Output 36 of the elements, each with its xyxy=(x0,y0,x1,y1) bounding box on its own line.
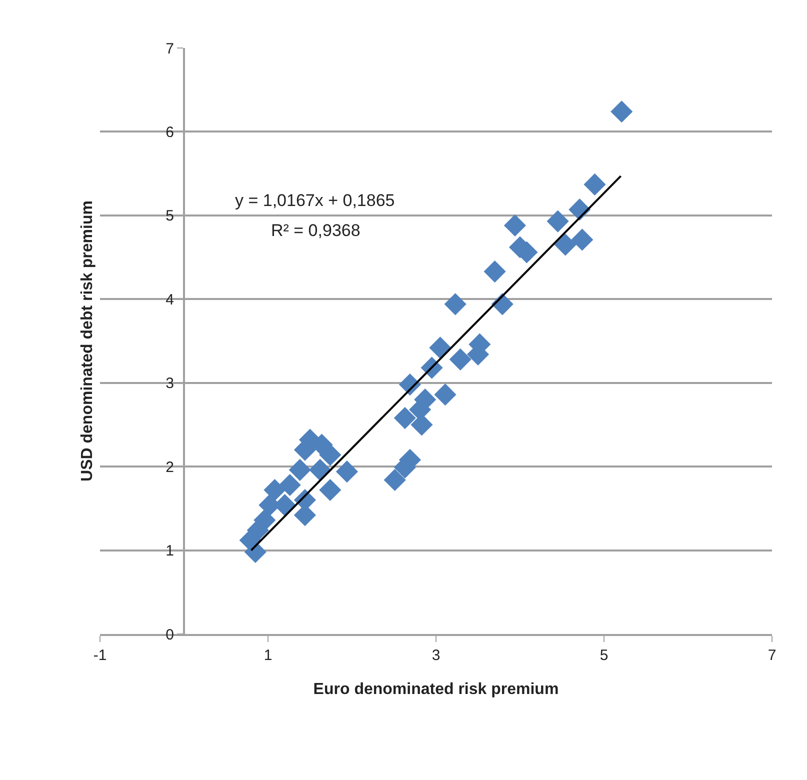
x-tick-label: 1 xyxy=(264,647,272,664)
point xyxy=(384,468,406,492)
point xyxy=(444,293,466,316)
point xyxy=(584,173,606,196)
x-axis-title: Euro denominated risk premium xyxy=(313,681,559,698)
y-tick-label: 5 xyxy=(166,208,174,225)
point xyxy=(309,458,332,481)
annotation: R² = 0,9368 xyxy=(271,221,360,240)
point xyxy=(319,478,342,502)
annotation: y = 1,0167x + 0,1865 xyxy=(235,191,395,210)
x-tick-label: 5 xyxy=(600,647,608,664)
point xyxy=(394,406,416,430)
x-tick-label: 3 xyxy=(432,647,440,664)
point xyxy=(449,348,472,370)
point xyxy=(288,458,311,481)
point xyxy=(429,336,452,359)
x-tick-label: 7 xyxy=(768,647,776,664)
point xyxy=(546,210,569,232)
point xyxy=(434,384,456,406)
point xyxy=(571,228,594,251)
point xyxy=(504,214,526,237)
point xyxy=(278,474,301,496)
point xyxy=(610,100,633,123)
point xyxy=(336,460,358,483)
y-tick-label: 2 xyxy=(166,458,174,476)
y-tick-label: 3 xyxy=(166,375,174,392)
point xyxy=(554,234,576,256)
y-tick-label: 6 xyxy=(166,124,174,141)
y-tick-label: 4 xyxy=(166,291,174,308)
y-tick-label: 1 xyxy=(166,542,174,560)
x-tick-label: -1 xyxy=(93,647,107,664)
point xyxy=(264,478,286,502)
y-tick-label: 0 xyxy=(166,626,174,644)
y-tick-label: 7 xyxy=(166,40,174,58)
point xyxy=(484,260,506,283)
y-axis-title: USD denominated debt risk premium xyxy=(79,200,96,482)
